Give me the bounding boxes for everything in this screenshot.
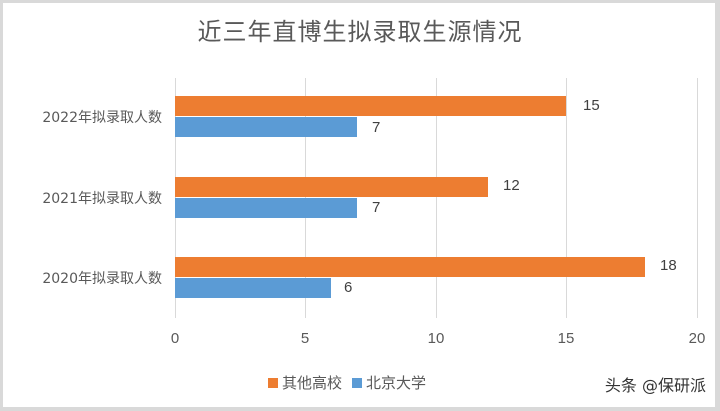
x-tick-5: 5 xyxy=(300,330,310,347)
gridline-10 xyxy=(436,78,437,318)
chart-title: 近三年直博生拟录取生源情况 xyxy=(197,18,523,46)
gridline-15 xyxy=(566,78,567,318)
watermark: 头条 @保研派 xyxy=(604,376,706,395)
value-2022-other: 15 xyxy=(583,97,600,114)
value-2022-pku: 7 xyxy=(372,119,381,136)
category-label-2022: 2022年拟录取人数 xyxy=(42,110,162,126)
legend-label-pku: 北京大学 xyxy=(366,374,427,392)
bar-2021-other xyxy=(175,177,488,197)
bar-2020-other xyxy=(175,257,645,277)
value-2021-other: 12 xyxy=(503,177,520,194)
legend-swatch-other xyxy=(268,377,278,388)
value-2021-pku: 7 xyxy=(372,199,381,216)
x-tick-20: 20 xyxy=(688,330,706,347)
x-tick-15: 15 xyxy=(557,330,575,347)
bar-2022-pku xyxy=(175,117,357,137)
legend-label-other: 其他高校 xyxy=(282,374,343,392)
value-2020-other: 18 xyxy=(660,257,677,274)
legend: 其他高校 北京大学 xyxy=(268,372,426,393)
bar-2020-pku xyxy=(175,278,331,298)
gridline-20 xyxy=(697,78,698,318)
chart-frame xyxy=(3,3,715,407)
value-2020-pku: 6 xyxy=(344,279,353,296)
x-tick-0: 0 xyxy=(170,330,180,347)
x-tick-10: 10 xyxy=(427,330,445,347)
category-label-2021: 2021年拟录取人数 xyxy=(42,191,162,207)
bar-2021-pku xyxy=(175,198,357,218)
bar-2022-other xyxy=(175,96,566,116)
legend-swatch-pku xyxy=(352,377,363,388)
category-label-2020: 2020年拟录取人数 xyxy=(42,271,162,287)
